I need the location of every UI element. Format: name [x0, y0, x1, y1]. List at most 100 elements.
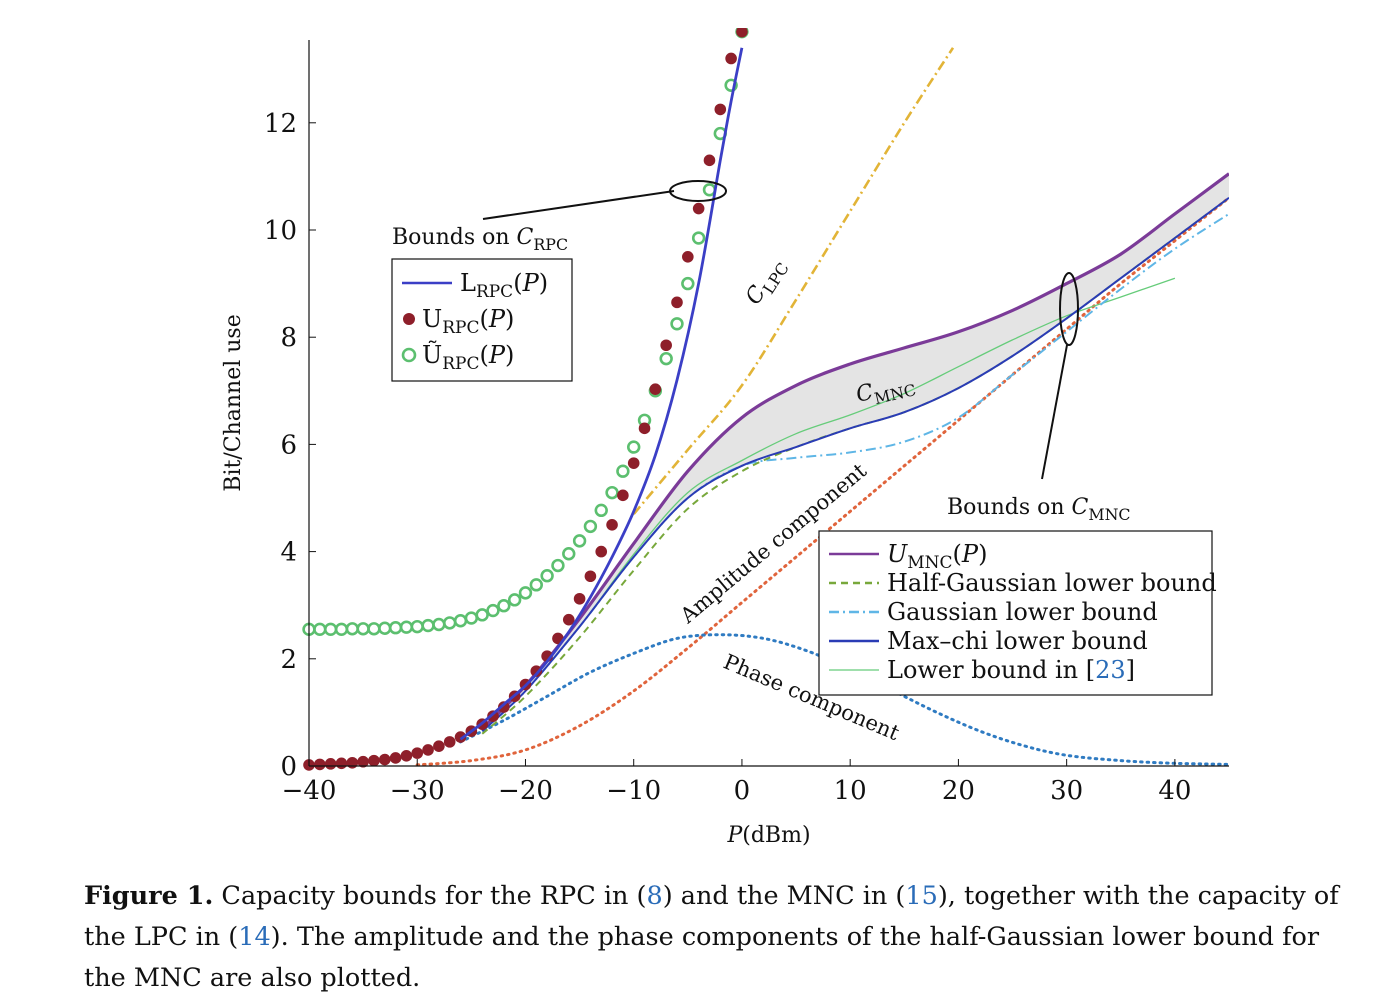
mnc-curve-label-sym: C [854, 380, 876, 408]
rpc-bounds-pointer [482, 190, 675, 220]
open-marker-27 [594, 503, 608, 518]
rpc-legend-label-1: URPC(P) [422, 305, 514, 338]
rpc-legend-label-2-main: Ũ [422, 339, 442, 369]
mnc-legend-label-4-a: Lower bound in [ [887, 656, 1095, 684]
rpc-legend-label-0-p: P [522, 269, 540, 297]
open-marker-20 [518, 586, 533, 600]
open-marker-21 [529, 578, 543, 592]
open-marker-4 [345, 622, 359, 636]
filled-marker-3 [335, 757, 348, 770]
open-marker-28 [605, 485, 619, 500]
y-tick-label-3: 6 [280, 430, 297, 460]
filled-marker-14 [454, 731, 467, 743]
rpc-bounds-ellipse [669, 180, 727, 202]
open-marker-26 [583, 519, 598, 534]
filled-marker-40 [736, 28, 748, 38]
open-marker-6 [367, 622, 381, 636]
filled-marker-30 [627, 457, 640, 469]
rpc-legend-label-1-p: P [488, 305, 506, 333]
x-tick-label-2: −20 [498, 776, 553, 806]
open-marker-25 [572, 534, 587, 548]
caption-text-1: Capacity bounds for the RPC in ( [213, 881, 647, 911]
mnc-legend-label-0-open: ( [953, 540, 962, 568]
filled-marker-27 [595, 545, 608, 558]
x-tick-label-3: −10 [606, 776, 661, 806]
open-marker-8 [388, 621, 403, 635]
caption-ref-eq-8[interactable]: 8 [646, 881, 663, 911]
mnc-bounds-label: Bounds on CMNC [947, 495, 1131, 524]
mnc-legend-label-0-p: P [961, 540, 979, 568]
open-marker-15 [464, 611, 479, 625]
series-line-7 [481, 172, 1229, 730]
rpc-legend-label-2-sub: RPC [442, 354, 479, 374]
open-marker-11 [421, 618, 435, 633]
open-marker-1 [313, 622, 327, 637]
rpc-legend-label-2-close: ) [505, 341, 514, 369]
x-tick-label-1: −30 [390, 776, 445, 806]
open-marker-36 [691, 231, 706, 245]
open-marker-17 [486, 603, 500, 618]
filled-marker-32 [649, 383, 662, 395]
mnc-legend-label-3: Max–chi lower bound [887, 627, 1148, 655]
filled-marker-35 [682, 250, 694, 263]
open-marker-16 [475, 608, 489, 622]
filled-marker-10 [411, 747, 424, 759]
open-marker-12 [432, 617, 446, 632]
open-marker-18 [497, 599, 511, 613]
y-tick-label-5: 10 [264, 216, 297, 246]
rpc-legend-swatch-1 [403, 313, 415, 325]
rpc-legend-label-0-main: L [460, 269, 476, 297]
open-marker-7 [378, 621, 392, 635]
filled-marker-36 [692, 202, 705, 215]
filled-marker-11 [422, 744, 434, 756]
x-tick-label-0: −40 [282, 776, 337, 806]
y-axis-label: Bit/Channel use [221, 314, 246, 491]
y-tick-label-1: 2 [280, 645, 297, 675]
open-marker-3 [334, 622, 349, 637]
rpc-legend-label-2: ŨRPC(P) [422, 339, 514, 374]
mnc-bounds-label-sub: MNC [1088, 505, 1130, 524]
open-marker-23 [551, 558, 565, 573]
rpc-legend-label-0-open: ( [513, 269, 522, 297]
rpc-bounds-label-pre: Bounds on [392, 225, 517, 250]
rpc-legend-label-2-open: ( [479, 341, 488, 369]
rpc-legend-label-1-sub: RPC [442, 318, 479, 338]
mnc-legend-label-1: Half-Gaussian lower bound [887, 569, 1217, 597]
series-line-6 [481, 196, 1229, 732]
rpc-legend-swatch-2 [401, 347, 417, 363]
filled-marker-34 [671, 296, 683, 309]
filled-marker-2 [324, 758, 337, 770]
open-marker-10 [410, 619, 424, 634]
y-tick-label-6: 12 [264, 109, 297, 139]
x-tick-label-5: 10 [834, 776, 867, 806]
y-tick-label-2: 4 [280, 538, 297, 568]
caption-ref-eq-15[interactable]: 15 [905, 881, 938, 911]
mnc-legend-label-0-close: ) [978, 540, 987, 568]
filled-marker-21 [530, 665, 543, 677]
caption-text-3: ), together with the capacity of the LPC… [84, 881, 1339, 952]
x-tick-label-8: 40 [1158, 776, 1191, 806]
y-tick-label-4: 8 [280, 323, 297, 353]
mnc-bound-band [482, 173, 1229, 732]
caption-ref-eq-14[interactable]: 14 [238, 922, 271, 952]
open-marker-30 [627, 440, 641, 454]
filled-marker-37 [703, 154, 716, 167]
rpc-legend-label-0-close: ) [539, 269, 548, 297]
caption-label: Figure 1. [84, 881, 214, 911]
open-marker-5 [356, 622, 370, 636]
open-marker-39 [724, 78, 738, 92]
x-tick-label-6: 20 [942, 776, 975, 806]
y-tick-label-0: 0 [280, 752, 297, 782]
mnc-legend-label-4-b: ] [1126, 656, 1135, 684]
filled-marker-39 [725, 52, 737, 65]
open-marker-9 [399, 620, 414, 634]
open-marker-29 [616, 464, 630, 478]
rpc-bounds-label-sym: C [517, 225, 534, 250]
filled-marker-29 [617, 489, 629, 502]
open-marker-2 [323, 622, 338, 637]
mnc-bounds-label-sym: C [1072, 495, 1089, 520]
mnc-bounds-ellipse [1059, 272, 1079, 346]
mnc-legend-label-2: Gaussian lower bound [887, 598, 1158, 626]
figure-caption: Figure 1. Capacity bounds for the RPC in… [84, 876, 1364, 999]
rpc-legend-label-0: LRPC(P) [460, 269, 548, 302]
